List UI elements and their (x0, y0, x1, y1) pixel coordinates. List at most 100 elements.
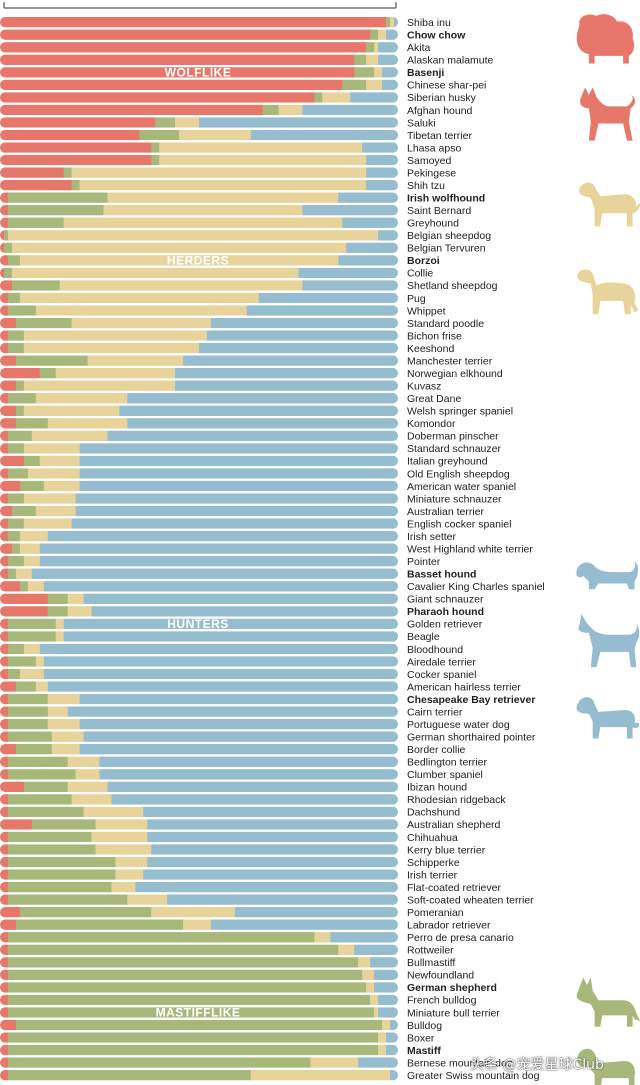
bar-row (0, 668, 398, 680)
bar-segment-herd (19, 530, 49, 542)
bar-segment-hunt (362, 142, 398, 153)
bar-segment-mast (11, 505, 37, 517)
bar-segment-mast (7, 556, 25, 567)
bar-row (0, 380, 398, 391)
bar-segment-wolf (0, 906, 21, 918)
bar-segment-mast (151, 154, 160, 166)
bar-segment-mast (15, 1019, 383, 1031)
bar-segment-wolf (0, 1007, 9, 1018)
bar-segment-herd (7, 230, 379, 241)
bar-segment-mast (7, 668, 21, 680)
bar-segment-mast (7, 932, 315, 943)
bar-segment-herd (23, 330, 208, 341)
bar-segment-hunt (43, 581, 398, 592)
bar-segment-herd (378, 1032, 387, 1043)
bar-segment-hunt (382, 79, 398, 91)
breed-label: Airedale terrier (407, 656, 476, 668)
breed-label: Rottweiler (407, 945, 454, 957)
bar-segment-mast (342, 79, 367, 91)
breed-label: Irish wolfhound (407, 192, 485, 204)
bar-segment-mast (15, 744, 53, 755)
bar-segment-wolf (0, 142, 152, 153)
bar-segment-hunt (119, 405, 398, 416)
bar-segment-mast (11, 280, 61, 291)
bar-segment-wolf (0, 430, 9, 442)
bar-row (0, 255, 398, 266)
bar-segment-wolf (0, 631, 9, 642)
bar-row (0, 581, 398, 592)
bar-segment-mast (7, 982, 367, 993)
bar-segment-mast (7, 969, 363, 981)
bar-row (0, 367, 398, 379)
bar-segment-mast (7, 656, 37, 667)
bar-segment-hunt (386, 29, 398, 40)
bar-segment-herd (95, 819, 148, 830)
bar-segment-wolf (0, 342, 9, 354)
bar-segment-hunt (83, 731, 398, 742)
breed-label: Irish setter (407, 531, 457, 543)
bar-segment-herd (91, 831, 148, 843)
bar-row (0, 543, 398, 554)
bar-row (0, 79, 398, 91)
bar-segment-hunt (210, 317, 398, 329)
bar-segment-wolf (0, 831, 9, 843)
bar-segment-mast (7, 894, 128, 905)
bar-segment-wolf (0, 781, 25, 793)
breed-label: Rhodesian ridgeback (407, 794, 506, 806)
bar-segment-mast (15, 405, 25, 416)
bar-row (0, 292, 398, 304)
bar-segment-mast (7, 493, 25, 504)
bar-segment-herd (67, 606, 92, 617)
breed-label: Keeshond (407, 343, 454, 355)
bar-segment-hunt (366, 167, 398, 178)
breed-label: Chinese shar-pei (407, 80, 486, 92)
bar-row (0, 430, 398, 442)
bar-segment-hunt (338, 192, 398, 203)
bar-segment-hunt (338, 255, 398, 266)
breed-label: Newfoundland (407, 970, 474, 982)
bar-row (0, 618, 398, 630)
bar-row (0, 706, 398, 717)
bar-segment-wolf (0, 405, 17, 416)
bar-segment-herd (11, 242, 347, 254)
breed-label: Collie (407, 268, 433, 280)
bar-segment-hunt (75, 493, 398, 504)
bar-segment-mast (155, 117, 176, 128)
bar-row (0, 906, 398, 918)
bar-row (0, 405, 398, 416)
bar-segment-mast (7, 718, 49, 730)
bar-segment-herd (183, 919, 212, 930)
bar-segment-hunt (143, 869, 398, 880)
bar-segment-hunt (390, 1069, 398, 1081)
bar-segment-wolf (0, 1032, 9, 1043)
bar-row (0, 167, 398, 178)
bar-segment-wolf (0, 932, 9, 943)
bar-segment-hunt (67, 706, 398, 717)
breed-label: Saluki (407, 117, 436, 129)
breed-label: Basset hound (407, 569, 476, 581)
cluster-label: HUNTERS (167, 617, 229, 631)
breed-label: Clumber spaniel (407, 769, 483, 781)
chow-chow-silhouette (576, 14, 635, 64)
bar-segment-herd (47, 718, 80, 730)
breed-label: Shetland sheepdog (407, 280, 498, 292)
breed-label: Bulldog (407, 1020, 442, 1032)
bar-segment-hunt (258, 292, 398, 304)
bar-segment-herd (83, 806, 144, 818)
bar-segment-hunt (183, 355, 398, 366)
bar-segment-herd (55, 631, 64, 642)
bar-segment-mast (354, 54, 367, 66)
bar-segment-mast (7, 568, 17, 579)
bar-segment-wolf (0, 944, 9, 955)
bar-row (0, 418, 398, 429)
bar-segment-wolf (0, 919, 17, 930)
bar-segment-wolf (0, 994, 9, 1006)
bar-row (0, 693, 398, 705)
bar-segment-wolf (0, 756, 9, 767)
breed-label: English cocker spaniel (407, 518, 511, 530)
bar-segment-herd (31, 430, 108, 442)
bar-segment-hunt (175, 367, 398, 379)
bar-segment-hunt (63, 618, 398, 630)
bar-row (0, 681, 398, 692)
bar-segment-hunt (378, 230, 398, 241)
